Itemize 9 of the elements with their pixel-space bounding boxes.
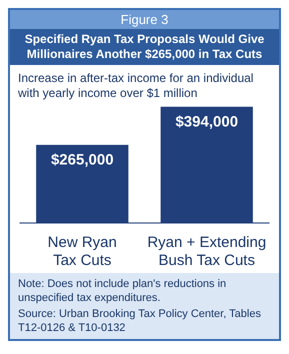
text: Note: Does not include plan's reductions in unspecified tax expenditures. (18, 277, 228, 305)
chart-subtitle: Specified Ryan Tax Proposals Would Give Millionaires Another $265,000 in Tax Cuts (10, 29, 279, 65)
data-label: $265,000 (50, 151, 114, 168)
x-tick-label: Ryan + Extending Bush Tax Cuts (147, 234, 266, 270)
data-label: $394,000 (175, 113, 238, 130)
source-note: Source: Urban Brooking Tax Policy Center, Tables T12-0126 & T10-0132 (18, 307, 262, 335)
chart-title: Figure 3 (10, 10, 279, 29)
x-tick-label: New Ryan Tax Cuts (48, 234, 117, 270)
y-axis-title: Increase in after-tax income for an individual with yearly income over $1 million (17, 70, 254, 101)
